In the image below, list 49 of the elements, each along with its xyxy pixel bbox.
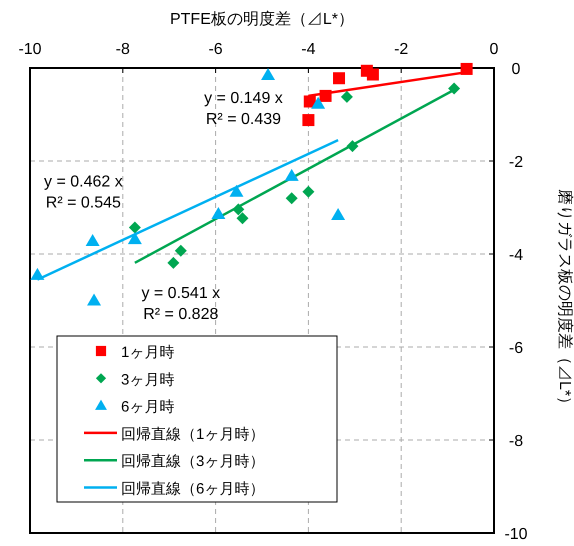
y-tick-label: -2 (508, 154, 524, 171)
point (346, 140, 358, 152)
y-tick-label: -8 (508, 433, 524, 450)
point (333, 72, 346, 84)
point (331, 208, 346, 220)
point (128, 232, 142, 244)
x-tick-label: -8 (116, 41, 130, 58)
point (460, 62, 473, 75)
y-tick-label: -4 (508, 247, 524, 264)
annotation: y = 0.462 x R² = 0.545 (44, 174, 123, 212)
annotation: y = 0.541 x R² = 0.828 (141, 285, 220, 324)
point (302, 114, 314, 126)
point (320, 90, 332, 102)
legend-label: 3ヶ月時 (121, 371, 174, 388)
legend-label: 1ヶ月時 (121, 344, 174, 361)
point (86, 234, 100, 246)
x-tick-label: -2 (394, 41, 408, 58)
point (174, 244, 187, 257)
x-tick-label: -4 (301, 41, 316, 58)
point (232, 203, 244, 216)
legend-label: 回帰直線（6ヶ月時） (121, 480, 264, 498)
x-tick-label: -10 (18, 41, 42, 58)
point (448, 82, 460, 94)
annotation: y = 0.149 x R² = 0.439 (204, 90, 283, 128)
point (128, 221, 141, 234)
y-tick-label: -10 (504, 526, 528, 543)
point (87, 294, 102, 306)
point (229, 184, 244, 197)
point (340, 90, 353, 103)
point (261, 68, 276, 80)
y-axis-title: 磨りガラス板の明度差（⊿L*） (556, 188, 574, 412)
legend-label: 6ヶ月時 (121, 398, 174, 416)
x-tick-label: -6 (208, 41, 223, 58)
point (366, 68, 379, 81)
point (286, 192, 298, 204)
y-tick-label: 0 (512, 61, 521, 78)
point (311, 96, 326, 109)
x-tick-label: 0 (490, 41, 499, 58)
point (284, 168, 299, 181)
point (30, 268, 44, 280)
y-tick-label: -6 (508, 340, 524, 357)
point (236, 212, 249, 224)
point (304, 95, 316, 108)
legend-label: 回帰直線（3ヶ月時） (121, 453, 264, 470)
point (167, 256, 180, 269)
point (211, 207, 226, 220)
point (302, 186, 314, 198)
legend-label: 回帰直線（1ヶ月時） (121, 426, 264, 443)
x-axis-title: PTFE板の明度差（⊿L*） (170, 10, 354, 28)
